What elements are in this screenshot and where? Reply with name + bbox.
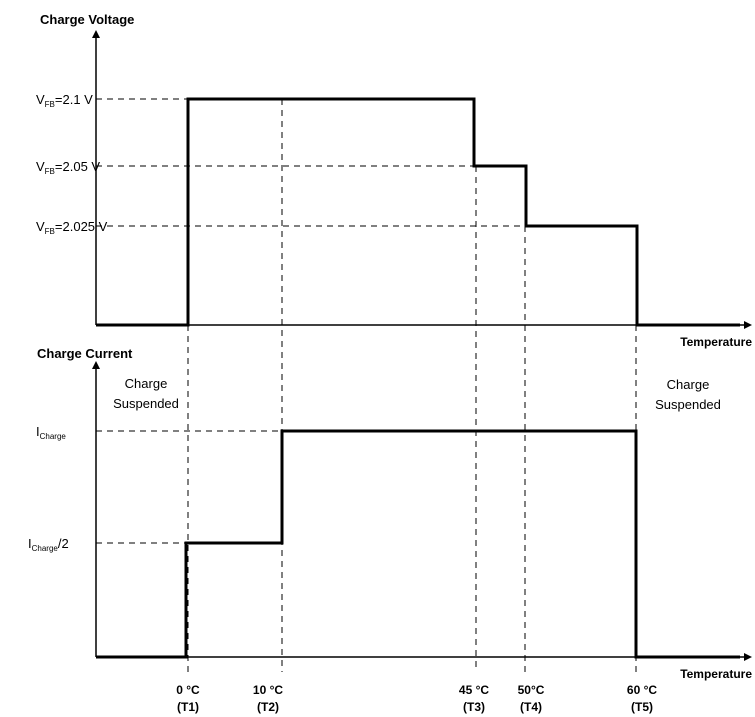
tick-temp-t5: 60 °C [627,683,657,697]
tick-label-t2: (T2) [257,700,279,714]
voltage-chart-title: Charge Voltage [40,12,134,27]
voltage-level-label-0: VFB=2.1 V [36,92,93,109]
current-guides [96,430,282,544]
tick-label-t1: (T1) [177,700,199,714]
voltage-step-line [96,97,740,327]
current-level-label-1: ICharge/2 [28,536,69,553]
tick-label-t5: (T5) [631,700,653,714]
current-level-label-0: ICharge [36,424,66,441]
suspended-annotation-left-line2: Suspended [113,396,179,411]
current-step-line [96,429,740,659]
suspended-annotation-left-line1: Charge [125,376,168,391]
tick-temp-t4: 50°C [518,683,545,697]
tick-temp-t2: 10 °C [253,683,283,697]
voltage-level-label-2: VFB=2.025 V [36,219,108,236]
suspended-annotation-right-line2: Suspended [655,397,721,412]
tick-label-t4: (T4) [520,700,542,714]
tick-label-t3: (T3) [463,700,485,714]
suspended-annotation-right-line1: Charge [667,377,710,392]
current-x-axis-label: Temperature [680,667,752,681]
voltage-guides [96,98,526,227]
temperature-markers [187,99,637,672]
tick-temp-t1: 0 °C [176,683,200,697]
voltage-level-label-1: VFB=2.05 V [36,159,100,176]
tick-temp-t3: 45 °C [459,683,489,697]
current-chart-title: Charge Current [37,346,133,361]
voltage-x-axis-label: Temperature [680,335,752,349]
